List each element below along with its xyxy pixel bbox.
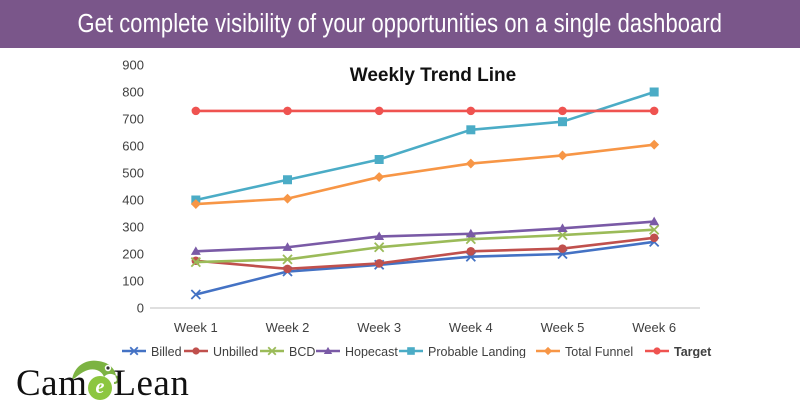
legend-label: Hopecast: [345, 345, 398, 358]
data-point: [649, 106, 659, 116]
data-point: [374, 242, 385, 253]
legend-label: Unbilled: [213, 345, 258, 358]
data-point: [283, 106, 292, 116]
x-tick-label: Week 3: [357, 320, 401, 335]
data-point: [283, 175, 292, 185]
legend-label: Target: [674, 345, 712, 358]
series-line: [195, 228, 655, 264]
legend-swatch-marker: [543, 346, 553, 356]
y-tick-label: 300: [122, 220, 144, 235]
data-point: [558, 244, 567, 253]
legend-swatch-marker: [192, 347, 200, 355]
data-point: [190, 256, 201, 268]
data-point: [466, 125, 476, 135]
data-point: [465, 158, 476, 169]
header-banner: Get complete visibility of your opportun…: [0, 0, 800, 48]
data-point: [282, 242, 293, 251]
series-line: [195, 220, 655, 253]
banner-title: Get complete visibility of your opportun…: [77, 9, 723, 38]
legend-swatch-marker: [129, 346, 139, 356]
legend-swatch-marker: [267, 346, 277, 356]
legend-swatch-marker: [323, 346, 333, 355]
series-line: [195, 90, 655, 202]
y-tick-label: 400: [122, 193, 144, 208]
data-point: [374, 155, 384, 164]
x-tick-label: Week 5: [541, 320, 585, 335]
data-point: [557, 223, 568, 232]
logo-part-cam: Cam: [16, 363, 88, 404]
legend-label: Billed: [151, 345, 182, 358]
x-tick-label: Week 4: [449, 320, 493, 335]
data-point: [374, 106, 384, 116]
y-tick-label: 100: [122, 274, 144, 289]
data-point: [282, 193, 293, 204]
data-point: [283, 264, 292, 274]
x-tick-label: Week 1: [174, 320, 218, 335]
legend-label: BCD: [289, 345, 315, 358]
data-point: [190, 246, 201, 255]
logo-e-badge: e: [88, 376, 112, 400]
data-point: [465, 228, 476, 238]
data-point: [649, 224, 660, 235]
data-point: [466, 106, 476, 116]
data-point: [190, 199, 201, 209]
weekly-trend-chart: Weekly Trend Line 0 100 200 300 400 500 600 700 8…: [122, 58, 712, 358]
data-point: [557, 229, 568, 241]
x-tick-label: Week 6: [632, 320, 676, 335]
logo-part-lean: Lean: [113, 363, 190, 404]
data-point: [557, 150, 568, 161]
data-point: [558, 117, 567, 127]
y-tick-label: 200: [122, 247, 144, 262]
series-line: [195, 240, 655, 296]
data-point: [191, 106, 201, 116]
data-point: [558, 106, 567, 116]
data-point: [374, 259, 384, 268]
y-tick-label: 900: [122, 58, 144, 73]
chart-title: Weekly Trend Line: [350, 65, 516, 86]
y-tick-label: 700: [122, 112, 144, 127]
y-tick-label: 600: [122, 139, 144, 154]
legend-label: Probable Landing: [428, 345, 526, 358]
camelean-logo: Cam Lean e: [8, 360, 218, 414]
data-point: [649, 233, 659, 243]
data-point: [466, 247, 476, 256]
logo-wordmark: Cam Lean: [16, 362, 189, 405]
data-point: [649, 139, 660, 150]
data-point: [190, 289, 201, 300]
legend-label: Total Funnel: [565, 345, 633, 358]
series-line: [195, 236, 655, 271]
y-tick-label: 800: [122, 85, 144, 100]
data-point: [282, 254, 293, 265]
x-tick-label: Week 2: [266, 320, 310, 335]
data-point: [374, 231, 385, 241]
legend-swatch-marker: [653, 347, 661, 355]
y-tick-label: 500: [122, 166, 144, 181]
chameleon-icon: [72, 360, 119, 384]
series-line: [195, 143, 655, 206]
data-point: [649, 87, 659, 97]
data-point: [649, 216, 660, 226]
y-tick-label: 0: [137, 301, 144, 316]
legend-swatch-marker: [407, 347, 415, 355]
data-point: [374, 172, 385, 182]
